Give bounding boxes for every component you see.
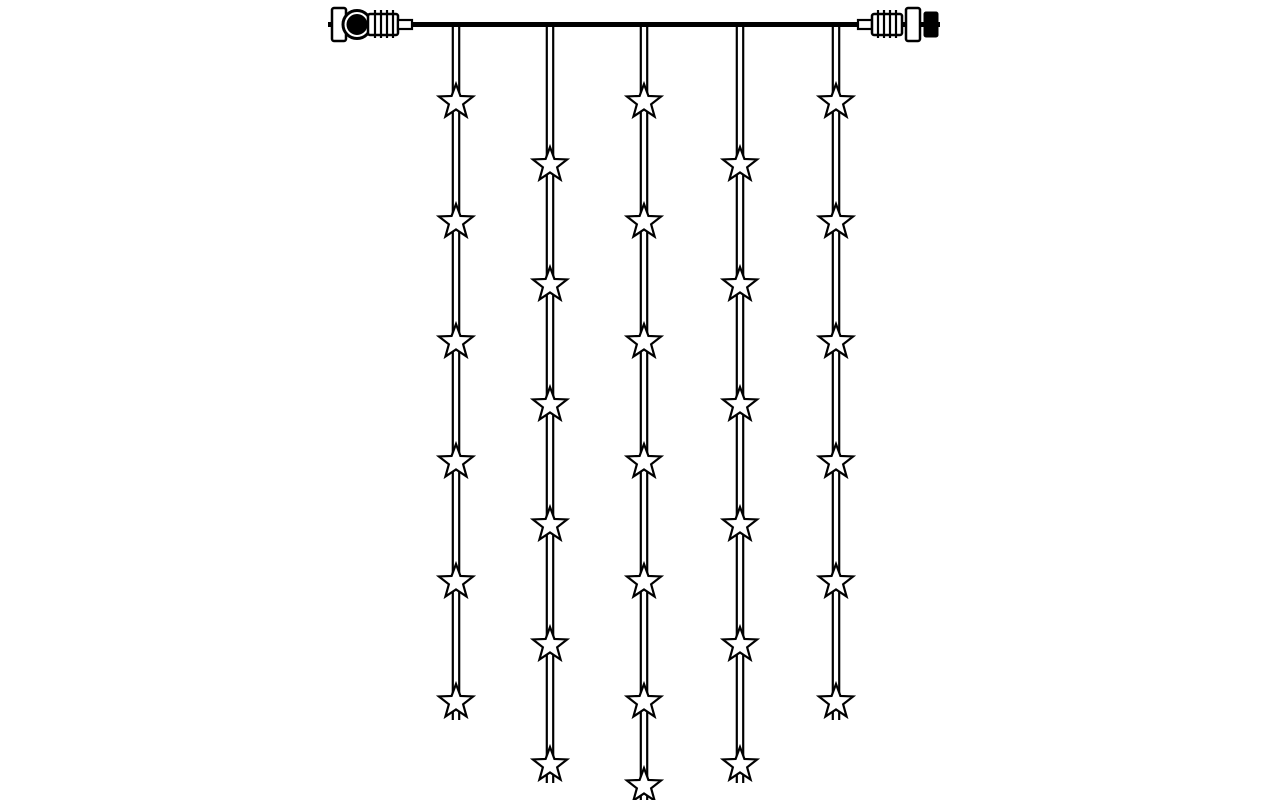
- star-icon: [533, 627, 567, 660]
- star-icon: [723, 387, 757, 420]
- star-icon: [533, 387, 567, 420]
- star-icon: [819, 684, 853, 717]
- star-icon: [819, 564, 853, 597]
- star-icon: [819, 444, 853, 477]
- star-icon: [819, 324, 853, 357]
- star-icon: [723, 747, 757, 780]
- star-icon: [439, 324, 473, 357]
- star-icon: [723, 507, 757, 540]
- star-icon: [533, 747, 567, 780]
- strand-0: [439, 25, 473, 721]
- star-icon: [627, 684, 661, 717]
- star-icon: [533, 507, 567, 540]
- star-icon: [439, 564, 473, 597]
- star-icon: [627, 444, 661, 477]
- star-icon: [533, 147, 567, 180]
- strand-3: [723, 25, 757, 784]
- star-icon: [627, 768, 661, 800]
- strand-4: [819, 25, 853, 721]
- star-icon: [439, 684, 473, 717]
- star-icon: [819, 84, 853, 117]
- star-icon: [439, 444, 473, 477]
- star-icon: [627, 324, 661, 357]
- star-icon: [627, 564, 661, 597]
- star-icon: [439, 84, 473, 117]
- star-icon: [439, 204, 473, 237]
- left-connector: [332, 8, 412, 41]
- strand-1: [533, 25, 567, 784]
- star-icon: [533, 267, 567, 300]
- star-icon: [627, 84, 661, 117]
- strand-2: [627, 25, 661, 800]
- star-icon: [723, 627, 757, 660]
- star-icon: [627, 204, 661, 237]
- star-icon: [819, 204, 853, 237]
- right-connector: [858, 8, 938, 41]
- star-icon: [723, 147, 757, 180]
- star-icon: [723, 267, 757, 300]
- light-curtain-diagram: [0, 0, 1271, 800]
